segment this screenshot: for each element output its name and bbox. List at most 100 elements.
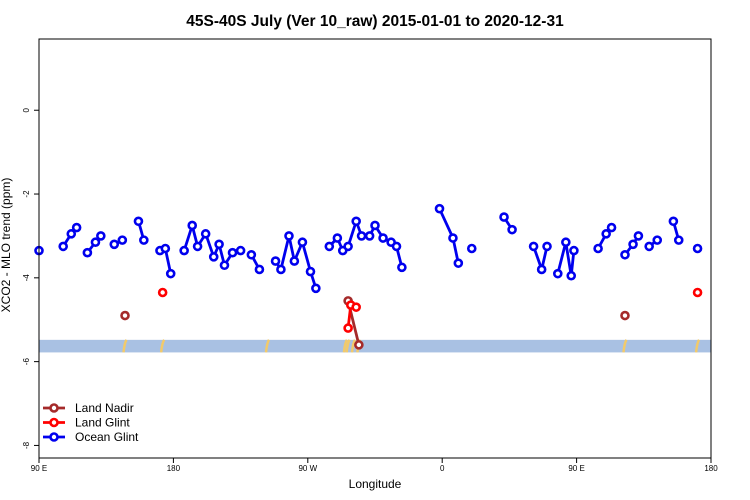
land-mark <box>264 339 271 353</box>
data-point <box>289 256 300 266</box>
data-point <box>652 235 663 245</box>
y-tick-label: -8 <box>22 441 31 449</box>
data-point <box>351 302 361 312</box>
data-point <box>311 283 321 294</box>
data-point <box>270 256 281 266</box>
data-point <box>593 243 603 254</box>
data-point <box>58 241 68 252</box>
data-point <box>117 235 128 245</box>
series-land-glint <box>157 287 703 333</box>
data-point <box>305 266 316 277</box>
data-point <box>397 262 407 273</box>
data-point <box>692 243 703 254</box>
data-point <box>71 222 82 233</box>
data-point <box>343 241 353 252</box>
legend-item: Land Glint <box>43 416 130 430</box>
data-point <box>620 249 630 260</box>
data-point <box>66 229 77 239</box>
data-point <box>434 203 445 214</box>
legend-marker <box>49 417 59 428</box>
data-point <box>235 245 246 256</box>
series-layer <box>34 203 703 350</box>
data-point <box>109 239 120 250</box>
data-point <box>620 310 630 321</box>
data-point <box>284 231 294 241</box>
data-point <box>343 323 353 333</box>
x-tick-label: 90 E <box>568 464 584 473</box>
data-point <box>214 239 224 250</box>
data-point <box>601 229 611 239</box>
data-point <box>276 264 286 275</box>
data-point <box>561 237 571 248</box>
y-tick-label: -4 <box>22 274 31 282</box>
x-tick-label: 90 E <box>31 464 47 473</box>
data-point <box>157 287 168 298</box>
data-point <box>633 231 644 241</box>
data-point <box>82 247 93 258</box>
data-point <box>133 216 144 227</box>
data-point <box>552 268 563 279</box>
legend-item: Ocean Glint <box>43 430 139 444</box>
data-point <box>179 245 189 256</box>
legend-marker <box>49 403 59 413</box>
data-point <box>542 241 552 252</box>
data-point <box>668 216 679 227</box>
series-ocean-glint <box>34 203 703 294</box>
x-axis-label: Longitude <box>349 477 402 491</box>
legend-label: Ocean Glint <box>75 430 139 444</box>
data-point <box>507 224 517 235</box>
x-tick-label: 0 <box>440 464 445 473</box>
legend-item: Land Nadir <box>43 401 134 415</box>
series-line <box>556 240 576 278</box>
land-mark <box>694 339 701 353</box>
plot-frame <box>38 38 712 459</box>
data-point <box>354 340 364 350</box>
data-point <box>528 241 539 252</box>
land-mark <box>622 339 628 353</box>
x-tick-label: 180 <box>167 464 181 473</box>
x-axis: 90 E 180 90 W 0 90 E 180 <box>31 458 718 473</box>
land-mark <box>342 339 349 353</box>
x-tick-label: 180 <box>704 464 718 473</box>
legend-marker <box>49 432 59 442</box>
data-point <box>391 241 402 252</box>
data-point <box>332 233 343 243</box>
chart-title: 45S-40S July (Ver 10_raw) 2015-01-01 to … <box>186 13 564 30</box>
land-mark <box>350 339 357 353</box>
data-point <box>219 260 230 271</box>
ocean-band-layer <box>39 339 711 353</box>
data-point <box>246 249 257 260</box>
data-point <box>192 241 203 252</box>
data-point <box>139 235 149 245</box>
data-point <box>165 268 176 279</box>
y-tick-label: 0 <box>22 107 31 112</box>
data-point <box>692 287 703 298</box>
data-point <box>566 270 577 281</box>
series-land-nadir <box>120 296 630 350</box>
land-mark <box>122 339 128 353</box>
land-mark <box>159 339 166 353</box>
y-axis-label: XCO2 - MLO trend (ppm) <box>0 178 13 313</box>
legend-label: Land Nadir <box>75 401 134 415</box>
data-point <box>536 264 547 275</box>
data-point <box>187 220 198 231</box>
data-point <box>628 239 638 250</box>
ocean-band <box>39 339 711 353</box>
data-point <box>208 252 219 262</box>
data-point <box>254 264 265 275</box>
y-axis: 0 -2 -4 -6 -8 <box>22 107 39 449</box>
data-point <box>200 229 211 239</box>
data-point <box>673 235 684 245</box>
data-point <box>356 231 367 241</box>
data-point <box>569 245 579 256</box>
land-mark <box>345 339 351 353</box>
data-point <box>606 222 617 233</box>
data-point <box>324 241 335 252</box>
data-point <box>378 233 388 243</box>
data-point <box>466 243 477 254</box>
data-point <box>499 212 509 222</box>
data-point <box>351 216 361 227</box>
data-point <box>160 243 171 254</box>
